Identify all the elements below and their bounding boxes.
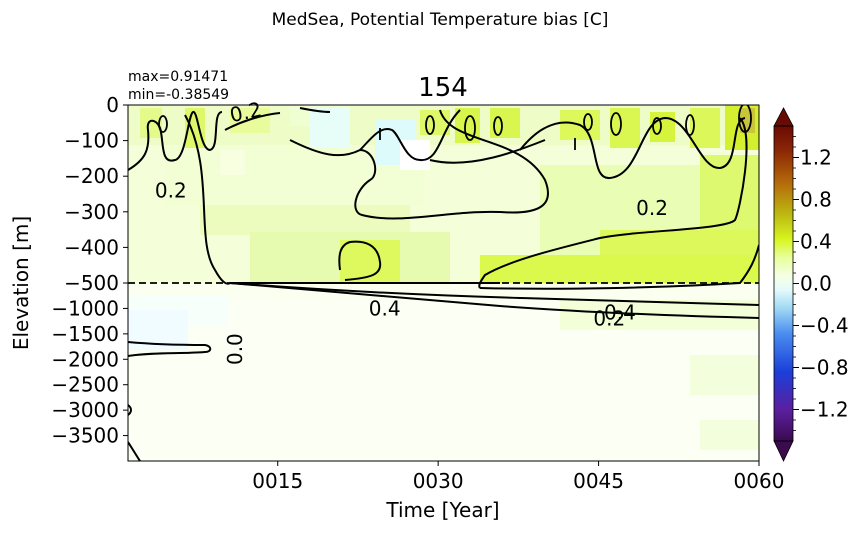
colorbar-tick-label: 0.0 xyxy=(800,272,832,296)
colorbar-tick-label: 0.4 xyxy=(800,230,832,254)
contour-label: 0.4 xyxy=(369,296,401,320)
y-tick-label: −1000 xyxy=(51,296,119,320)
contour-label: 0.2 xyxy=(636,196,668,220)
colorbar-tick-label: −1.2 xyxy=(800,398,849,422)
panel-title: 154 xyxy=(418,73,468,103)
x-tick-label: 0030 xyxy=(413,469,464,493)
x-axis-label: Time [Year] xyxy=(385,498,499,522)
y-tick-label: −100 xyxy=(64,129,119,153)
colorbar-tick-label: −0.4 xyxy=(800,314,849,338)
y-axis-label: Elevation [m] xyxy=(9,216,33,350)
y-tick-label: −300 xyxy=(64,200,119,224)
max-label: max=0.91471 xyxy=(128,69,228,85)
contour-label: 0.2 xyxy=(155,178,187,202)
contour-label: 0.2 xyxy=(593,307,625,331)
colorbar-tick-label: 0.8 xyxy=(800,188,832,212)
axis-ticks: 0015 0030 0045 0060 0 −100 −200 −300 −400 −500−10… xyxy=(51,93,784,493)
colorbar-gradient xyxy=(774,126,793,441)
x-tick-label: 0015 xyxy=(252,469,303,493)
colorbar-extend-top xyxy=(773,107,794,127)
figure-suptitle: MedSea, Potential Temperature bias [C] xyxy=(272,10,609,30)
contour-label: 0.4 xyxy=(604,300,636,324)
colorbar-tick-labels: 1.2 0.8 0.4 0.0 −0.4 −0.8 −1.2 xyxy=(793,146,849,422)
min-label: min=-0.38549 xyxy=(128,87,229,103)
y-tick-label: −400 xyxy=(64,235,119,259)
colorbar-extend-bottom xyxy=(773,440,794,462)
x-tick-label: 0060 xyxy=(734,469,785,493)
y-tick-label: −2500 xyxy=(51,373,119,397)
colorbar-tick-label: 1.2 xyxy=(800,146,832,170)
y-tick-label: −3000 xyxy=(51,398,119,422)
y-tick-label: −500 xyxy=(64,271,119,295)
colorbar: 1.2 0.8 0.4 0.0 −0.4 −0.8 −1.2 xyxy=(773,107,849,462)
colorbar-tick-label: −0.8 xyxy=(800,356,849,380)
heatmap-field xyxy=(128,105,759,461)
y-tick-label: −1500 xyxy=(51,322,119,346)
x-tick-label: 0045 xyxy=(573,469,624,493)
y-tick-label: −3500 xyxy=(51,424,119,448)
y-tick-label: 0 xyxy=(106,93,119,117)
y-tick-label: −2000 xyxy=(51,347,119,371)
y-tick-label: −200 xyxy=(64,164,119,188)
contour-label: 0.0 xyxy=(223,333,247,365)
